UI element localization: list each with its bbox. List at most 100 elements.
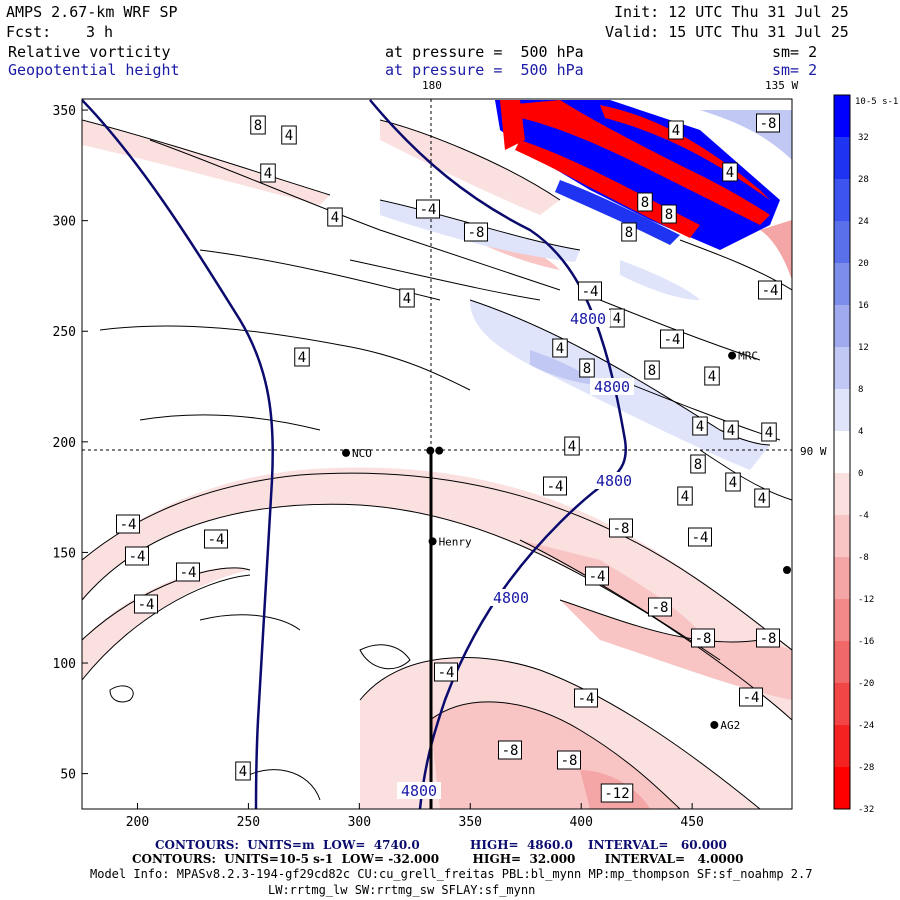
x-tick-label: 400 (569, 815, 592, 830)
colorbar-swatch (834, 221, 850, 263)
vorticity-label-box (281, 125, 297, 145)
y-tick-label: 100 (53, 657, 76, 672)
height-label-bg (489, 589, 533, 606)
vorticity-label: -4 (578, 691, 595, 707)
colorbar-frame (833, 94, 851, 810)
vorticity-label: 4 (681, 489, 689, 505)
vorticity-label: 4 (726, 165, 734, 181)
vorticity-label-box (739, 687, 763, 707)
colorbar-tick-label: 20 (858, 259, 869, 269)
x-tick-label: 450 (680, 815, 703, 830)
vorticity-label: -4 (664, 332, 681, 348)
colorbar-swatch (834, 473, 850, 515)
vorticity-label-box (704, 366, 720, 386)
vorticity-label-box (661, 204, 677, 224)
vorticity-label-box (677, 486, 693, 506)
station-dot (428, 537, 437, 546)
vorticity-label-box (327, 207, 343, 227)
colorbar-swatch (834, 305, 850, 347)
vorticity-label: 8 (625, 225, 633, 241)
vorticity-label-box (723, 420, 739, 440)
vorticity-label-box (758, 280, 782, 300)
vorticity-label: 4 (556, 341, 564, 357)
x-tick-label: 250 (237, 815, 260, 830)
vorticity-label-box (564, 436, 580, 456)
colorbar-swatch (834, 515, 850, 557)
vorticity-label: 4 (708, 369, 716, 385)
vorticity-label-box (691, 628, 715, 648)
colorbar-unit: 10-5 s-1 (855, 97, 898, 107)
height-label-bg (592, 472, 636, 489)
colorbar: 32 28 24 20 16 12 8 4 0 -4 -8 -12 -16 -20 -24 -28 -32 (833, 94, 874, 815)
vorticity-label-box (176, 562, 200, 582)
vorticity-label-box (260, 163, 276, 183)
vorticity-label: 8 (694, 457, 702, 473)
init-time: Init: 12 UTC Thu 31 Jul 25 (614, 3, 849, 21)
colorbar-swatch (834, 431, 850, 473)
vorticity-label: 4 (298, 350, 306, 366)
vorticity-label-box (637, 192, 653, 212)
height-label-bg (566, 310, 610, 327)
colorbar-swatch (834, 641, 850, 683)
colorbar-tick-label: -4 (858, 511, 869, 521)
vorticity-label-box (722, 162, 738, 182)
vorticity-label: 4 (696, 419, 704, 435)
height-labels: 4800 4800 4800 4800 4800 (397, 310, 636, 800)
vorticity-label: 4 (727, 423, 735, 439)
vorticity-label: 8 (648, 363, 656, 379)
vorticity-label-box (574, 688, 598, 708)
vorticity-label: 4 (672, 123, 680, 139)
vorticity-label: -4 (743, 690, 760, 706)
station-label: Henry (439, 535, 472, 548)
colorbar-tick-label: -24 (858, 721, 874, 731)
vorticity-label: -4 (420, 202, 437, 218)
x-tick-label: 200 (126, 815, 149, 830)
footer-contour-height-b: HIGH= 4860.0 (470, 838, 573, 852)
vorticity-label: 8 (254, 118, 262, 134)
y-tick-label: 350 (53, 104, 76, 119)
colorbar-tick-label: 32 (858, 133, 869, 143)
height-label: 4800 (596, 472, 632, 490)
vorticity-label-box (644, 360, 660, 380)
vorticity-label: -8 (468, 225, 485, 241)
x-tick-label: 350 (459, 815, 482, 830)
intense-vorticity-streaks (495, 100, 780, 250)
vorticity-label: -8 (502, 743, 519, 759)
vorticity-label-box (579, 358, 595, 378)
vorticity-label: 4 (758, 491, 766, 507)
vorticity-label: 4 (765, 425, 773, 441)
vorticity-label-box (648, 597, 672, 617)
colorbar-tick-label: -8 (858, 553, 869, 563)
height-contours (82, 99, 627, 809)
vorticity-label-box (399, 288, 415, 308)
vorticity-label-box (543, 476, 567, 496)
height-label: 4800 (493, 589, 529, 607)
colorbar-swatch (834, 767, 850, 809)
vorticity-label: -4 (547, 479, 564, 495)
y-tick-label: 200 (53, 436, 76, 451)
station-dot (728, 351, 737, 360)
height-label: 4800 (401, 782, 437, 800)
colorbar-tick-label: 24 (858, 217, 869, 227)
vorticity-label-box (134, 594, 158, 614)
footer-contour-height-a: CONTOURS: UNITS=m LOW= 4740.0 (155, 838, 420, 852)
colorbar-swatch (834, 725, 850, 767)
height-label: 4800 (570, 310, 606, 328)
fcst-value: 3 h (86, 23, 114, 41)
vorticity-label-box (557, 750, 581, 770)
vorticity-label-box (688, 527, 712, 547)
field2-name: Geopotential height (8, 61, 180, 79)
vorticity-label: -4 (438, 665, 455, 681)
lon-label-180: 180 (422, 79, 442, 92)
vorticity-label: -4 (120, 517, 137, 533)
field1-pressure: at pressure = 500 hPa (385, 43, 584, 61)
vorticity-label-box (761, 422, 777, 442)
colorbar-swatch (834, 557, 850, 599)
model-title: AMPS 2.67-km WRF SP (6, 3, 178, 21)
field1-name: Relative vorticity (8, 43, 171, 61)
vorticity-label: -4 (180, 565, 197, 581)
vorticity-label: -8 (760, 116, 777, 132)
vorticity-label-box (756, 628, 780, 648)
colorbar-swatch (834, 137, 850, 179)
